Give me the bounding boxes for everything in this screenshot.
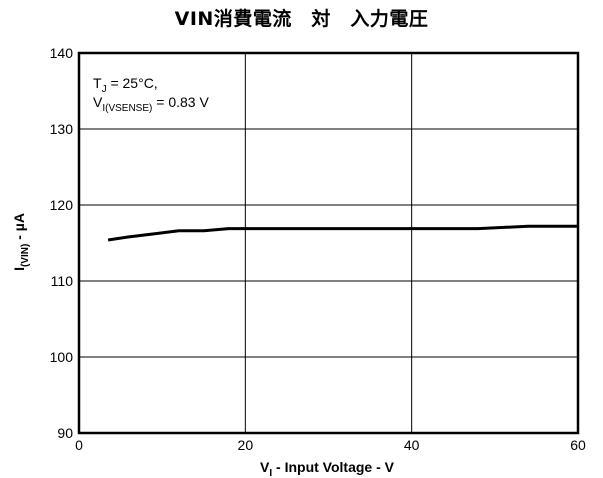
- annotation-line-2: VI(VSENSE) = 0.83 V: [93, 94, 209, 114]
- y-axis-label: I(VIN) - µA: [11, 213, 31, 271]
- x-tick-0: 0: [75, 437, 83, 453]
- y-tick-110: 110: [51, 273, 74, 289]
- grid-lines: [79, 53, 578, 433]
- y-tick-130: 130: [50, 121, 74, 137]
- y-tick-120: 120: [50, 197, 74, 213]
- y-tick-140: 140: [50, 45, 74, 61]
- x-tick-40: 40: [404, 437, 420, 453]
- series-group: [107, 224, 578, 242]
- y-tick-labels: 90 100 110 120 130 140: [50, 45, 74, 441]
- x-axis-label: VI - Input Voltage - V: [260, 459, 395, 478]
- plot-frame: [77, 51, 580, 435]
- y-tick-100: 100: [50, 349, 74, 365]
- x-tick-labels: 0 20 40 60: [75, 437, 586, 453]
- y-tick-90: 90: [57, 425, 73, 441]
- annotation-line-1: TJ = 25°C,: [93, 75, 158, 95]
- series-line-0: [107, 224, 578, 242]
- chart-title: VIN消費電流 対 入力電圧: [174, 8, 429, 30]
- x-tick-60: 60: [570, 437, 586, 453]
- x-tick-20: 20: [238, 437, 254, 453]
